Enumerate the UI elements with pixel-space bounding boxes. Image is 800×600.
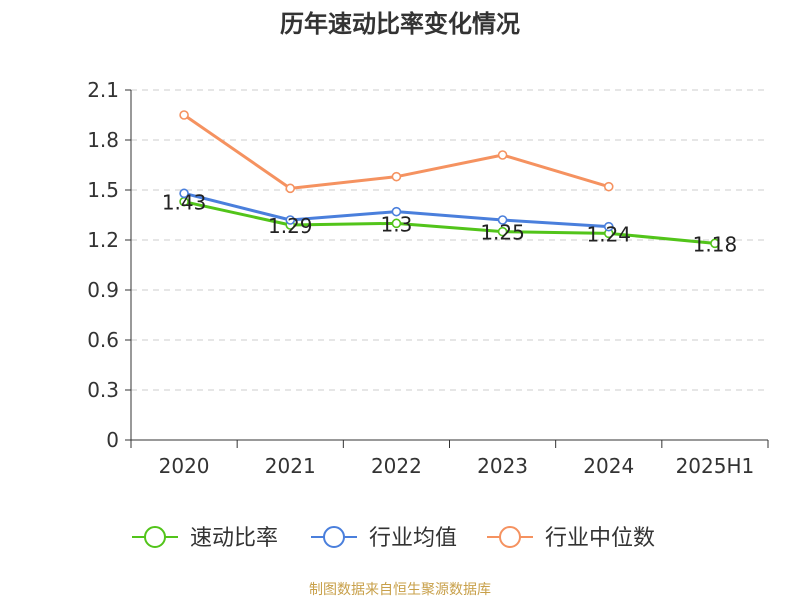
y-tick-label: 0.6	[87, 328, 119, 352]
legend-marker	[499, 526, 521, 548]
y-tick-label: 0.9	[87, 278, 119, 302]
series-line-0	[183, 200, 716, 245]
data-label: 1.43	[162, 191, 207, 215]
data-label: 1.25	[480, 221, 525, 245]
series-point-1	[603, 221, 614, 232]
series-point-0	[710, 238, 720, 249]
y-tick-label: 0	[106, 428, 119, 452]
y-tick-label: 2.1	[87, 78, 119, 102]
series-point-2	[603, 181, 614, 192]
chart-title: 历年速动比率变化情况	[280, 10, 520, 38]
legend-item-2: 行业中位数	[487, 526, 655, 551]
series-point-2	[391, 171, 402, 182]
legend-item-1: 行业均值	[311, 526, 457, 551]
x-tick-label: 2021	[265, 454, 316, 478]
series-point-2	[285, 183, 296, 194]
x-tick-label: 2020	[159, 454, 210, 478]
series-point-0	[497, 226, 508, 237]
y-tick-label: 1.8	[87, 128, 119, 152]
legend: 速动比率 行业均值 行业中位数	[132, 526, 655, 551]
data-label: 1.18	[693, 232, 738, 256]
data-label: 1.24	[586, 222, 631, 246]
legend-marker	[323, 526, 345, 548]
x-tick-label: 2024	[583, 454, 634, 478]
data-label: 1.29	[268, 214, 313, 238]
x-tick-label: 2023	[477, 454, 528, 478]
legend-item-0: 速动比率	[132, 526, 278, 551]
data-label: 1.3	[381, 212, 413, 236]
series-point-2	[497, 150, 508, 160]
series-point-1	[497, 215, 508, 225]
legend-label: 速动比率	[190, 526, 278, 551]
series-point-1	[179, 188, 189, 199]
series-point-0	[391, 218, 402, 229]
source-note: 制图数据来自恒生聚源数据库	[309, 582, 491, 598]
series-point-1	[391, 206, 402, 217]
series-layer	[179, 110, 720, 249]
y-tick-label: 1.5	[87, 178, 119, 202]
legend-marker	[144, 526, 166, 548]
grid-layer	[131, 89, 768, 391]
data-label-layer: 1.43 1.29 1.3 1.25 1.24 1.18	[162, 191, 737, 257]
x-tick-label: 2022	[371, 454, 422, 478]
legend-label: 行业中位数	[545, 526, 655, 551]
series-point-1	[285, 215, 296, 225]
legend-label: 行业均值	[369, 526, 457, 551]
axis-layer: 0 0.3 0.6 0.9 1.2 1.5 1.8 2.1 2020 2021 2022 2023 20…	[87, 78, 769, 478]
x-tick-label: 2025H1	[676, 454, 755, 478]
series-point-2	[179, 110, 189, 120]
y-tick-label: 0.3	[87, 378, 119, 402]
y-tick-label: 1.2	[87, 228, 119, 252]
